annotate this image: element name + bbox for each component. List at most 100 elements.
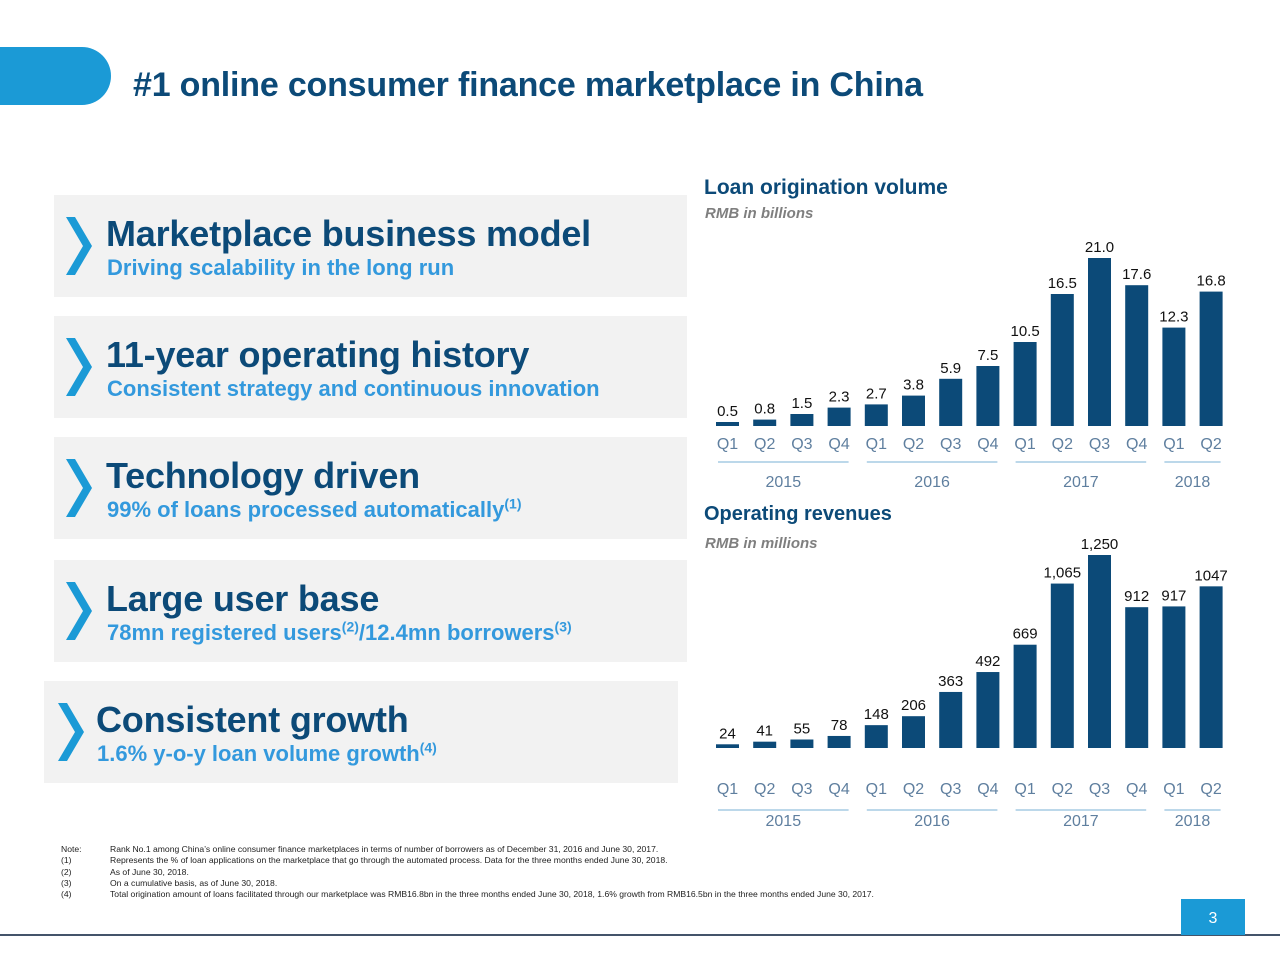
bar <box>1050 583 1074 748</box>
footnote-row: (3) On a cumulative basis, as of June 30,… <box>61 878 874 889</box>
highlight-title: Large user base <box>106 578 380 619</box>
highlight-subtitle-text: 78mn registered users <box>107 620 342 645</box>
data-label: 917 <box>1161 587 1186 604</box>
x-tick-label: Q2 <box>1200 781 1221 798</box>
x-tick-label: Q2 <box>903 436 924 453</box>
highlight-title: Marketplace business model <box>106 213 591 254</box>
chart-unit-revenues: RMB in millions <box>705 535 818 552</box>
footnote-text: As of June 30, 2018. <box>110 866 189 877</box>
highlight-panel-technology: Technology driven 99% of loans processed… <box>54 437 687 539</box>
highlight-subtitle: 99% of loans processed automatically(1) <box>107 497 522 523</box>
data-label: 492 <box>975 653 1000 670</box>
data-label: 2.7 <box>866 385 887 402</box>
data-label: 669 <box>1013 626 1038 643</box>
bar <box>1125 607 1149 748</box>
x-tick-label: Q1 <box>866 781 887 798</box>
footnote-ref: (3) <box>554 618 572 635</box>
x-tick-label: Q4 <box>828 781 849 798</box>
bar <box>753 419 777 426</box>
data-label: 1,250 <box>1081 536 1119 553</box>
x-tick-label: Q1 <box>866 436 887 453</box>
x-year-label: 2017 <box>1063 813 1099 830</box>
data-label: 16.5 <box>1048 275 1077 292</box>
x-year-label: 2016 <box>914 813 950 830</box>
footnote-ref: (1) <box>504 495 522 512</box>
highlight-subtitle: Driving scalability in the long run <box>107 255 455 280</box>
footnote-row: (4) Total origination amount of loans fac… <box>61 889 874 900</box>
bar <box>976 672 1000 748</box>
x-tick-label: Q3 <box>940 436 961 453</box>
x-year-label: 2017 <box>1063 474 1099 491</box>
x-tick-label: Q1 <box>717 436 738 453</box>
data-label: 78 <box>831 717 848 734</box>
highlight-subtitle: Consistent strategy and continuous innov… <box>107 376 600 401</box>
bar <box>1199 291 1223 426</box>
chevron-right-icon <box>58 703 84 761</box>
bar <box>1088 258 1111 426</box>
highlight-subtitle-text: /12.4mn borrowers <box>358 620 555 645</box>
footnote-key: (2) <box>61 866 72 877</box>
data-label: 206 <box>901 697 926 714</box>
x-tick-label: Q1 <box>1014 436 1035 453</box>
x-tick-label: Q1 <box>1163 436 1184 453</box>
data-label: 1,065 <box>1044 565 1082 582</box>
data-label: 5.9 <box>940 360 961 377</box>
chart-title-revenues: Operating revenues <box>704 503 892 525</box>
bar <box>902 395 925 426</box>
bottom-divider <box>0 934 1280 936</box>
data-label: 2.3 <box>829 389 850 406</box>
x-year-label: 2018 <box>1175 813 1211 830</box>
highlight-subtitle: 1.6% y-o-y loan volume growth(4) <box>97 741 437 767</box>
data-label: 148 <box>864 706 889 723</box>
bar <box>1162 606 1186 748</box>
data-label: 12.3 <box>1159 309 1188 326</box>
x-tick-label: Q3 <box>791 436 812 453</box>
data-label: 3.8 <box>903 377 924 394</box>
x-tick-label: Q1 <box>1163 781 1184 798</box>
highlight-panel-marketplace: Marketplace business model Driving scala… <box>54 195 687 297</box>
x-tick-label: Q4 <box>977 781 998 798</box>
data-label: 363 <box>938 673 963 690</box>
footnote-text: Rank No.1 among China’s online consumer … <box>110 844 659 854</box>
bar <box>1199 586 1223 748</box>
x-tick-label: Q1 <box>717 781 738 798</box>
data-label: 16.8 <box>1196 273 1225 290</box>
x-tick-label: Q2 <box>754 436 775 453</box>
x-year-label: 2018 <box>1175 474 1211 491</box>
x-tick-label: Q3 <box>1089 436 1110 453</box>
footnote-key: (3) <box>61 877 72 888</box>
x-tick-label: Q3 <box>791 781 812 798</box>
highlight-panel-user-base: Large user base 78mn registered users(2)… <box>54 560 687 662</box>
footnote-ref: (4) <box>419 739 437 756</box>
data-label: 912 <box>1124 588 1149 605</box>
footnote-key: Note: <box>61 844 82 854</box>
data-label: 0.8 <box>754 401 775 418</box>
x-tick-label: Q4 <box>977 436 998 453</box>
bar <box>1125 285 1149 426</box>
x-tick-label: Q4 <box>828 436 849 453</box>
x-year-label: 2015 <box>766 813 802 830</box>
footnote-text: Total origination amount of loans facili… <box>110 889 874 900</box>
footnote-row: (1) Represents the % of loan applications… <box>61 855 874 866</box>
footnote-ref: (2) <box>341 618 359 635</box>
bar <box>1013 644 1037 748</box>
footnote-row: Note: Rank No.1 among China’s online cons… <box>61 844 874 855</box>
chevron-right-icon <box>66 217 92 275</box>
footnote-text: Represents the % of loan applications on… <box>110 855 668 866</box>
x-tick-label: Q3 <box>1089 781 1110 798</box>
footnotes: Note: Rank No.1 among China’s online cons… <box>61 844 874 900</box>
x-tick-label: Q1 <box>1014 781 1035 798</box>
chevron-right-icon <box>66 338 92 396</box>
footnote-key: (4) <box>61 889 72 900</box>
bar <box>1013 342 1037 426</box>
bar <box>1050 294 1074 426</box>
x-tick-label: Q2 <box>1052 781 1073 798</box>
x-tick-label: Q2 <box>754 781 775 798</box>
data-label: 1.5 <box>791 395 812 412</box>
x-tick-label: Q2 <box>1200 436 1221 453</box>
bar <box>790 414 814 426</box>
bar <box>716 744 739 748</box>
data-label: 1047 <box>1194 567 1227 584</box>
bar <box>827 407 851 426</box>
